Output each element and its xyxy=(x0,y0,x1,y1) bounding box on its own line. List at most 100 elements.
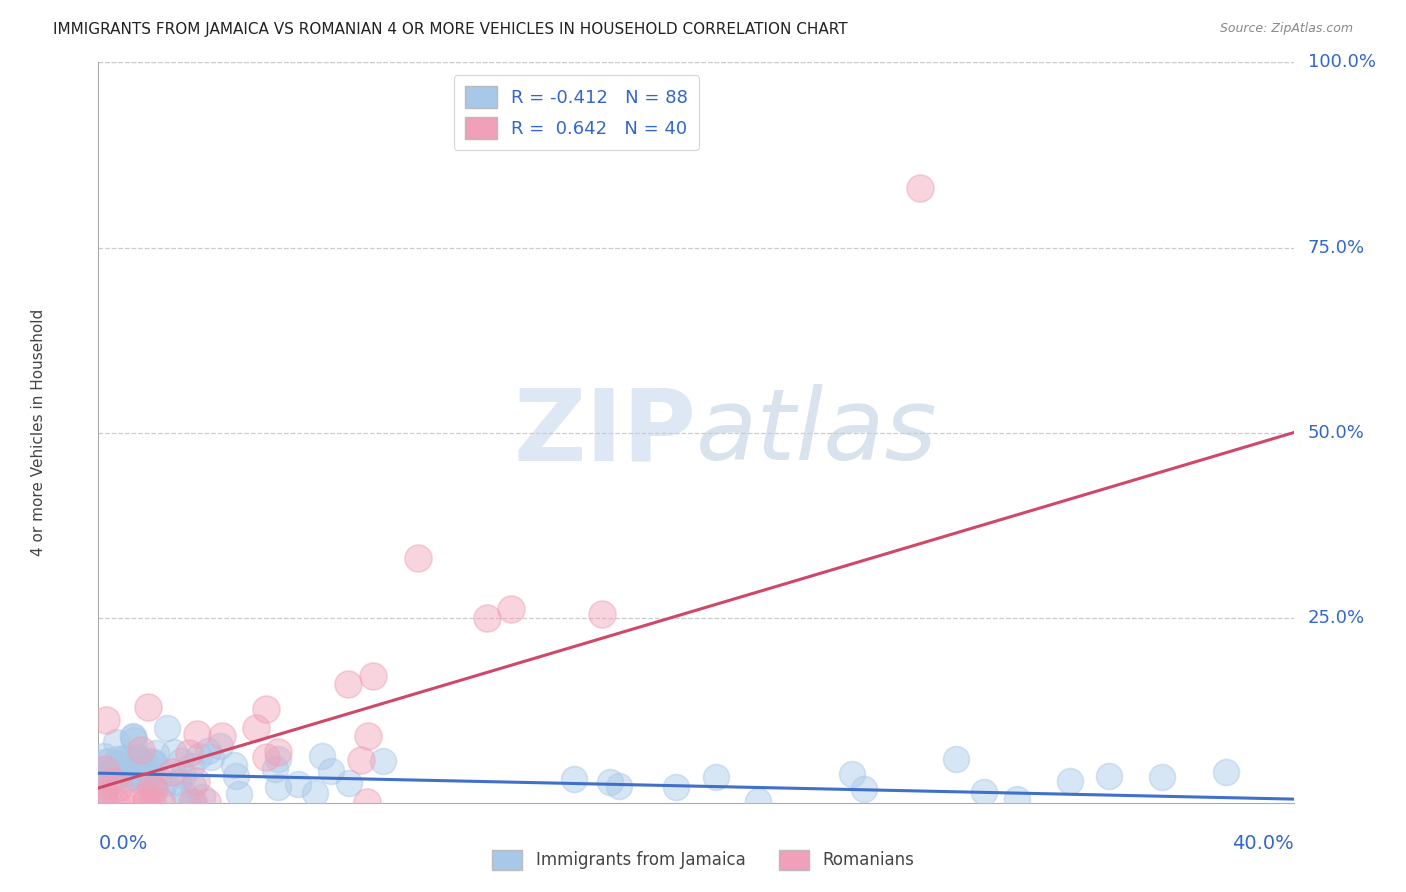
Point xyxy=(94,795,117,809)
Point xyxy=(107,768,129,782)
Point xyxy=(129,742,152,756)
Point xyxy=(93,778,115,792)
Text: 75.0%: 75.0% xyxy=(1308,238,1365,257)
Point xyxy=(141,779,163,793)
Point xyxy=(122,730,145,744)
Point xyxy=(135,771,157,785)
Text: IMMIGRANTS FROM JAMAICA VS ROMANIAN 4 OR MORE VEHICLES IN HOUSEHOLD CORRELATION : IMMIGRANTS FROM JAMAICA VS ROMANIAN 4 OR… xyxy=(53,22,848,37)
Point xyxy=(1059,774,1081,789)
Text: 50.0%: 50.0% xyxy=(1308,424,1365,442)
Point xyxy=(1098,769,1121,783)
Point xyxy=(170,754,193,768)
Point xyxy=(135,772,157,787)
Point xyxy=(267,752,290,766)
Point xyxy=(104,735,127,749)
Point xyxy=(1150,770,1173,784)
Point xyxy=(172,768,194,782)
Text: 0.0%: 0.0% xyxy=(98,834,148,853)
Point xyxy=(167,774,190,789)
Point xyxy=(228,787,250,801)
Point xyxy=(562,772,585,786)
Point xyxy=(200,749,222,764)
Point xyxy=(501,601,523,615)
Point xyxy=(104,795,127,809)
Point xyxy=(173,788,195,802)
Point xyxy=(373,754,395,768)
Point xyxy=(406,551,429,566)
Point xyxy=(356,795,378,809)
Point xyxy=(142,783,165,797)
Point xyxy=(98,755,121,769)
Point xyxy=(209,739,232,754)
Point xyxy=(138,759,160,773)
Text: Source: ZipAtlas.com: Source: ZipAtlas.com xyxy=(1219,22,1353,36)
Point xyxy=(184,774,207,789)
Point xyxy=(94,714,117,728)
Point xyxy=(93,748,115,763)
Point xyxy=(145,746,167,760)
Legend: R = -0.412   N = 88, R =  0.642   N = 40: R = -0.412 N = 88, R = 0.642 N = 40 xyxy=(454,75,699,150)
Point xyxy=(135,795,157,809)
Point xyxy=(146,771,169,785)
Point xyxy=(311,749,333,764)
Point xyxy=(120,770,142,784)
Point xyxy=(853,782,876,797)
Legend: Immigrants from Jamaica, Romanians: Immigrants from Jamaica, Romanians xyxy=(485,843,921,877)
Point xyxy=(91,789,114,803)
Point xyxy=(245,722,267,736)
Point xyxy=(156,721,179,735)
Point xyxy=(266,780,288,795)
Point xyxy=(319,764,342,778)
Point xyxy=(704,770,727,784)
Point xyxy=(122,733,145,747)
Point xyxy=(477,611,499,625)
Point xyxy=(107,752,129,766)
Point xyxy=(841,767,863,781)
Point xyxy=(112,751,135,765)
Point xyxy=(132,762,155,776)
Point xyxy=(97,776,120,790)
Point xyxy=(267,745,290,759)
Point xyxy=(142,756,165,771)
Point xyxy=(91,795,114,809)
Text: 25.0%: 25.0% xyxy=(1308,608,1365,627)
Point xyxy=(131,765,153,780)
Point xyxy=(142,755,165,769)
Point xyxy=(111,758,134,772)
Point xyxy=(162,745,184,759)
Point xyxy=(108,795,131,809)
Point xyxy=(973,785,995,799)
Point xyxy=(607,780,630,794)
Text: ZIP: ZIP xyxy=(513,384,696,481)
Point xyxy=(149,795,172,809)
Text: 4 or more Vehicles in Household: 4 or more Vehicles in Household xyxy=(31,309,46,557)
Point xyxy=(180,795,202,809)
Point xyxy=(254,702,277,716)
Point xyxy=(127,750,149,764)
Point xyxy=(127,773,149,788)
Point xyxy=(115,751,138,765)
Point xyxy=(337,775,360,789)
Point xyxy=(115,767,138,781)
Point xyxy=(176,795,198,809)
Point xyxy=(139,755,162,769)
Point xyxy=(134,769,156,783)
Text: 100.0%: 100.0% xyxy=(1308,54,1376,71)
Text: 40.0%: 40.0% xyxy=(1232,834,1294,853)
Point xyxy=(665,780,688,795)
Point xyxy=(108,780,131,794)
Point xyxy=(94,771,117,785)
Point xyxy=(224,758,246,772)
Point xyxy=(181,779,204,793)
Point xyxy=(264,762,287,776)
Point xyxy=(136,700,159,714)
Point xyxy=(197,743,219,757)
Point xyxy=(90,762,112,776)
Point xyxy=(93,786,115,800)
Point xyxy=(357,729,380,743)
Point xyxy=(129,755,152,769)
Point xyxy=(139,772,162,787)
Point xyxy=(361,669,384,683)
Point xyxy=(135,772,157,786)
Point xyxy=(188,748,211,763)
